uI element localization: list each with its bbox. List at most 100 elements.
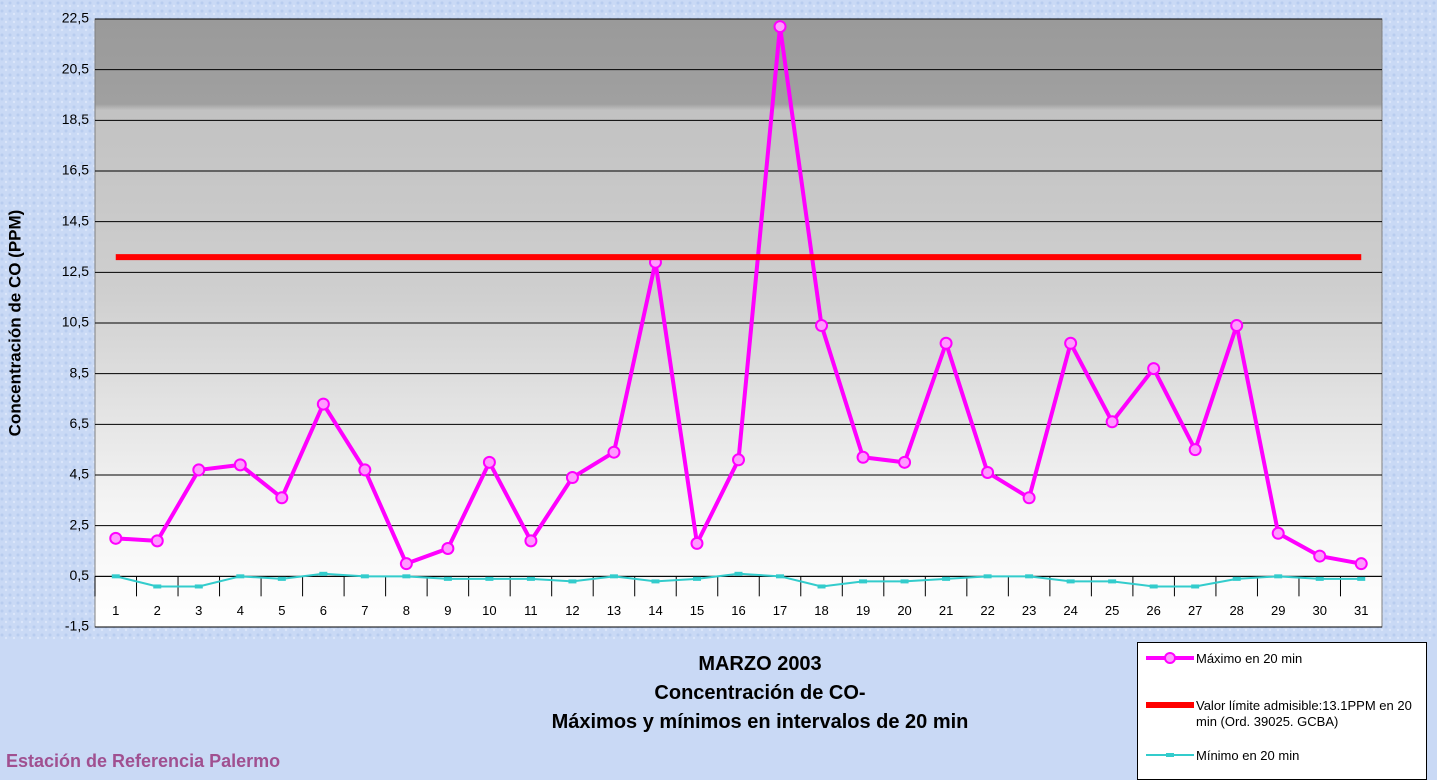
- point: [1024, 492, 1035, 503]
- point: [859, 579, 867, 583]
- point: [1148, 363, 1159, 374]
- legend-label: Valor límite admisible:13.1PPM en 20 min…: [1196, 698, 1416, 730]
- x-tick-label: 6: [320, 603, 327, 618]
- y-tick-label: 16,5: [62, 162, 89, 178]
- point: [442, 543, 453, 554]
- title-line: Concentración de CO-: [460, 679, 1060, 708]
- y-tick-label: 20,5: [62, 60, 89, 76]
- y-tick-label: 22,5: [62, 10, 89, 26]
- legend-swatch: [1146, 748, 1194, 762]
- point: [1025, 574, 1033, 578]
- point: [1190, 444, 1201, 455]
- legend-marker: [1165, 653, 1175, 663]
- y-tick-label: 14,5: [62, 212, 89, 228]
- x-tick-label: 22: [980, 603, 994, 618]
- point: [1357, 577, 1365, 581]
- point: [1273, 528, 1284, 539]
- point: [319, 572, 327, 576]
- point: [527, 577, 535, 581]
- point: [361, 574, 369, 578]
- x-tick-label: 29: [1271, 603, 1285, 618]
- x-tick-label: 8: [403, 603, 410, 618]
- point: [691, 538, 702, 549]
- point: [1356, 558, 1367, 569]
- point: [1231, 320, 1242, 331]
- point: [1107, 416, 1118, 427]
- point: [1150, 584, 1158, 588]
- legend-marker: [1166, 753, 1174, 757]
- legend-label: Mínimo en 20 min: [1196, 748, 1416, 764]
- point: [1233, 577, 1241, 581]
- x-tick-label: 26: [1146, 603, 1160, 618]
- legend-label: Máximo en 20 min: [1196, 651, 1416, 667]
- point: [276, 492, 287, 503]
- x-tick-label: 25: [1105, 603, 1119, 618]
- x-tick-label: 2: [154, 603, 161, 618]
- point: [112, 574, 120, 578]
- point: [153, 584, 161, 588]
- x-tick-label: 9: [444, 603, 451, 618]
- point: [735, 572, 743, 576]
- title-line: MARZO 2003: [460, 650, 1060, 679]
- point: [401, 558, 412, 569]
- footer: Estación de Referencia Palermo: [6, 751, 280, 772]
- point: [818, 584, 826, 588]
- point: [693, 577, 701, 581]
- x-tick-label: 18: [814, 603, 828, 618]
- y-tick-label: 12,5: [62, 263, 89, 279]
- y-tick-label: 6,5: [70, 415, 90, 431]
- point: [942, 577, 950, 581]
- chart-title: MARZO 2003 Concentración de CO- Máximos …: [460, 650, 1060, 737]
- point: [733, 454, 744, 465]
- point: [193, 464, 204, 475]
- point: [651, 579, 659, 583]
- point: [982, 467, 993, 478]
- x-tick-label: 17: [773, 603, 787, 618]
- x-tick-label: 24: [1063, 603, 1077, 618]
- x-tick-label: 27: [1188, 603, 1202, 618]
- point: [485, 577, 493, 581]
- x-tick-label: 10: [482, 603, 496, 618]
- x-tick-label: 30: [1312, 603, 1326, 618]
- point: [110, 533, 121, 544]
- point: [568, 579, 576, 583]
- legend-item: Mínimo en 20 min: [1146, 748, 1416, 764]
- point: [525, 535, 536, 546]
- point: [608, 447, 619, 458]
- x-tick-label: 3: [195, 603, 202, 618]
- x-tick-label: 20: [897, 603, 911, 618]
- y-tick-label: 10,5: [62, 314, 89, 330]
- y-tick-label: -1,5: [65, 618, 89, 634]
- point: [484, 457, 495, 468]
- point: [278, 577, 286, 581]
- point: [152, 535, 163, 546]
- point: [899, 457, 910, 468]
- legend: Máximo en 20 min Valor límite admisible:1…: [1137, 642, 1427, 780]
- legend-item: Valor límite admisible:13.1PPM en 20 min…: [1146, 698, 1416, 730]
- legend-item: Máximo en 20 min: [1146, 651, 1416, 667]
- x-tick-label: 28: [1229, 603, 1243, 618]
- point: [984, 574, 992, 578]
- x-tick-label: 7: [361, 603, 368, 618]
- point: [776, 574, 784, 578]
- x-tick-label: 1: [112, 603, 119, 618]
- x-tick-label: 16: [731, 603, 745, 618]
- x-tick-label: 19: [856, 603, 870, 618]
- title-line: Máximos y mínimos en intervalos de 20 mi…: [460, 708, 1060, 737]
- point: [1274, 574, 1282, 578]
- y-tick-label: 18,5: [62, 111, 89, 127]
- point: [816, 320, 827, 331]
- point: [1065, 338, 1076, 349]
- point: [235, 459, 246, 470]
- point: [610, 574, 618, 578]
- legend-swatch: [1146, 698, 1194, 712]
- point: [941, 338, 952, 349]
- point: [1191, 584, 1199, 588]
- x-tick-label: 21: [939, 603, 953, 618]
- y-tick-label: 0,5: [70, 567, 90, 583]
- point: [318, 399, 329, 410]
- chart: Concentración de CO (PPM) -1,50,52,54,56…: [0, 0, 1437, 640]
- point: [1316, 577, 1324, 581]
- x-tick-label: 4: [237, 603, 244, 618]
- point: [775, 21, 786, 32]
